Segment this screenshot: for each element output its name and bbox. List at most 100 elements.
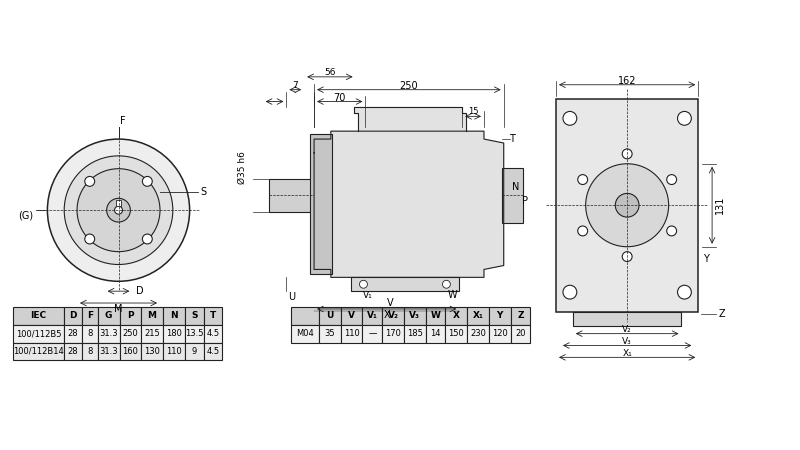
- Text: Y: Y: [703, 254, 709, 264]
- Text: 8: 8: [87, 347, 93, 356]
- Bar: [341, 307, 362, 325]
- Text: Y: Y: [497, 311, 503, 320]
- Bar: [13, 307, 64, 325]
- Text: D: D: [137, 286, 144, 296]
- Bar: [426, 307, 446, 325]
- Text: T: T: [509, 134, 514, 144]
- Text: 20: 20: [515, 329, 526, 338]
- Bar: [98, 342, 119, 360]
- Text: 230: 230: [470, 329, 486, 338]
- Circle shape: [622, 252, 632, 261]
- Text: 56: 56: [324, 68, 336, 77]
- Bar: [556, 99, 698, 312]
- Bar: [119, 307, 142, 325]
- Text: 4.5: 4.5: [206, 329, 220, 338]
- Text: IEC: IEC: [30, 311, 46, 320]
- Text: X: X: [383, 310, 390, 320]
- Text: M04: M04: [296, 329, 314, 338]
- Text: 131: 131: [715, 196, 725, 215]
- Text: X: X: [453, 311, 460, 320]
- Text: 162: 162: [618, 76, 637, 86]
- Bar: [404, 307, 426, 325]
- Bar: [119, 342, 142, 360]
- Bar: [98, 307, 119, 325]
- Bar: [13, 342, 64, 360]
- Text: T: T: [210, 311, 217, 320]
- Bar: [510, 307, 530, 325]
- Polygon shape: [314, 131, 504, 277]
- Bar: [446, 325, 467, 342]
- Circle shape: [622, 149, 632, 159]
- Bar: [341, 325, 362, 342]
- Text: 150: 150: [449, 329, 464, 338]
- Bar: [82, 342, 98, 360]
- Text: 100/112B5: 100/112B5: [16, 329, 62, 338]
- Text: X₁: X₁: [473, 311, 483, 320]
- Bar: [116, 200, 121, 206]
- Text: 160: 160: [122, 347, 138, 356]
- Text: D: D: [70, 311, 77, 320]
- Text: M: M: [114, 304, 122, 314]
- Text: 15: 15: [468, 107, 478, 116]
- Text: V₁: V₁: [367, 311, 378, 320]
- Bar: [291, 325, 319, 342]
- Text: 31.3: 31.3: [99, 347, 118, 356]
- Bar: [82, 325, 98, 342]
- Text: 4.5: 4.5: [206, 347, 220, 356]
- Circle shape: [85, 176, 94, 186]
- Text: N: N: [512, 182, 519, 193]
- Text: 180: 180: [166, 329, 182, 338]
- Text: X₁: X₁: [622, 349, 632, 358]
- Text: 9: 9: [192, 347, 197, 356]
- Circle shape: [563, 285, 577, 299]
- Bar: [64, 307, 82, 325]
- Circle shape: [586, 164, 669, 247]
- Text: 170: 170: [385, 329, 401, 338]
- Text: 100/112B14: 100/112B14: [13, 347, 64, 356]
- Text: F: F: [87, 311, 93, 320]
- Bar: [489, 325, 510, 342]
- Text: Z: Z: [718, 309, 726, 319]
- Text: P: P: [522, 196, 529, 206]
- Bar: [98, 325, 119, 342]
- Circle shape: [106, 198, 130, 222]
- Circle shape: [615, 194, 639, 217]
- Text: 250: 250: [399, 81, 418, 91]
- Text: V₂: V₂: [622, 325, 632, 334]
- Bar: [142, 342, 163, 360]
- Text: 250: 250: [122, 329, 138, 338]
- Text: 28: 28: [68, 329, 78, 338]
- Bar: [319, 325, 341, 342]
- Circle shape: [359, 280, 367, 288]
- Bar: [426, 325, 446, 342]
- Text: V: V: [387, 298, 394, 308]
- Text: —: —: [368, 329, 377, 338]
- Text: 7: 7: [293, 81, 298, 90]
- Circle shape: [578, 175, 588, 184]
- Bar: [185, 342, 205, 360]
- Bar: [205, 307, 222, 325]
- Text: V₂: V₂: [387, 311, 398, 320]
- Bar: [510, 325, 530, 342]
- Bar: [319, 307, 341, 325]
- Bar: [142, 325, 163, 342]
- Text: 13.5: 13.5: [186, 329, 204, 338]
- Bar: [382, 325, 404, 342]
- Circle shape: [77, 169, 160, 252]
- Text: 28: 28: [68, 347, 78, 356]
- Text: V₃: V₃: [622, 337, 632, 346]
- Text: 31.3: 31.3: [99, 329, 118, 338]
- Bar: [446, 307, 467, 325]
- Text: U: U: [326, 311, 334, 320]
- Bar: [185, 325, 205, 342]
- Text: S: S: [191, 311, 198, 320]
- Text: U: U: [288, 292, 295, 302]
- Circle shape: [85, 234, 94, 244]
- Text: Ø35 h6: Ø35 h6: [238, 151, 246, 184]
- Bar: [489, 307, 510, 325]
- Bar: [205, 325, 222, 342]
- Text: 185: 185: [407, 329, 422, 338]
- Bar: [467, 325, 489, 342]
- Text: V: V: [348, 311, 355, 320]
- Text: Z: Z: [518, 311, 524, 320]
